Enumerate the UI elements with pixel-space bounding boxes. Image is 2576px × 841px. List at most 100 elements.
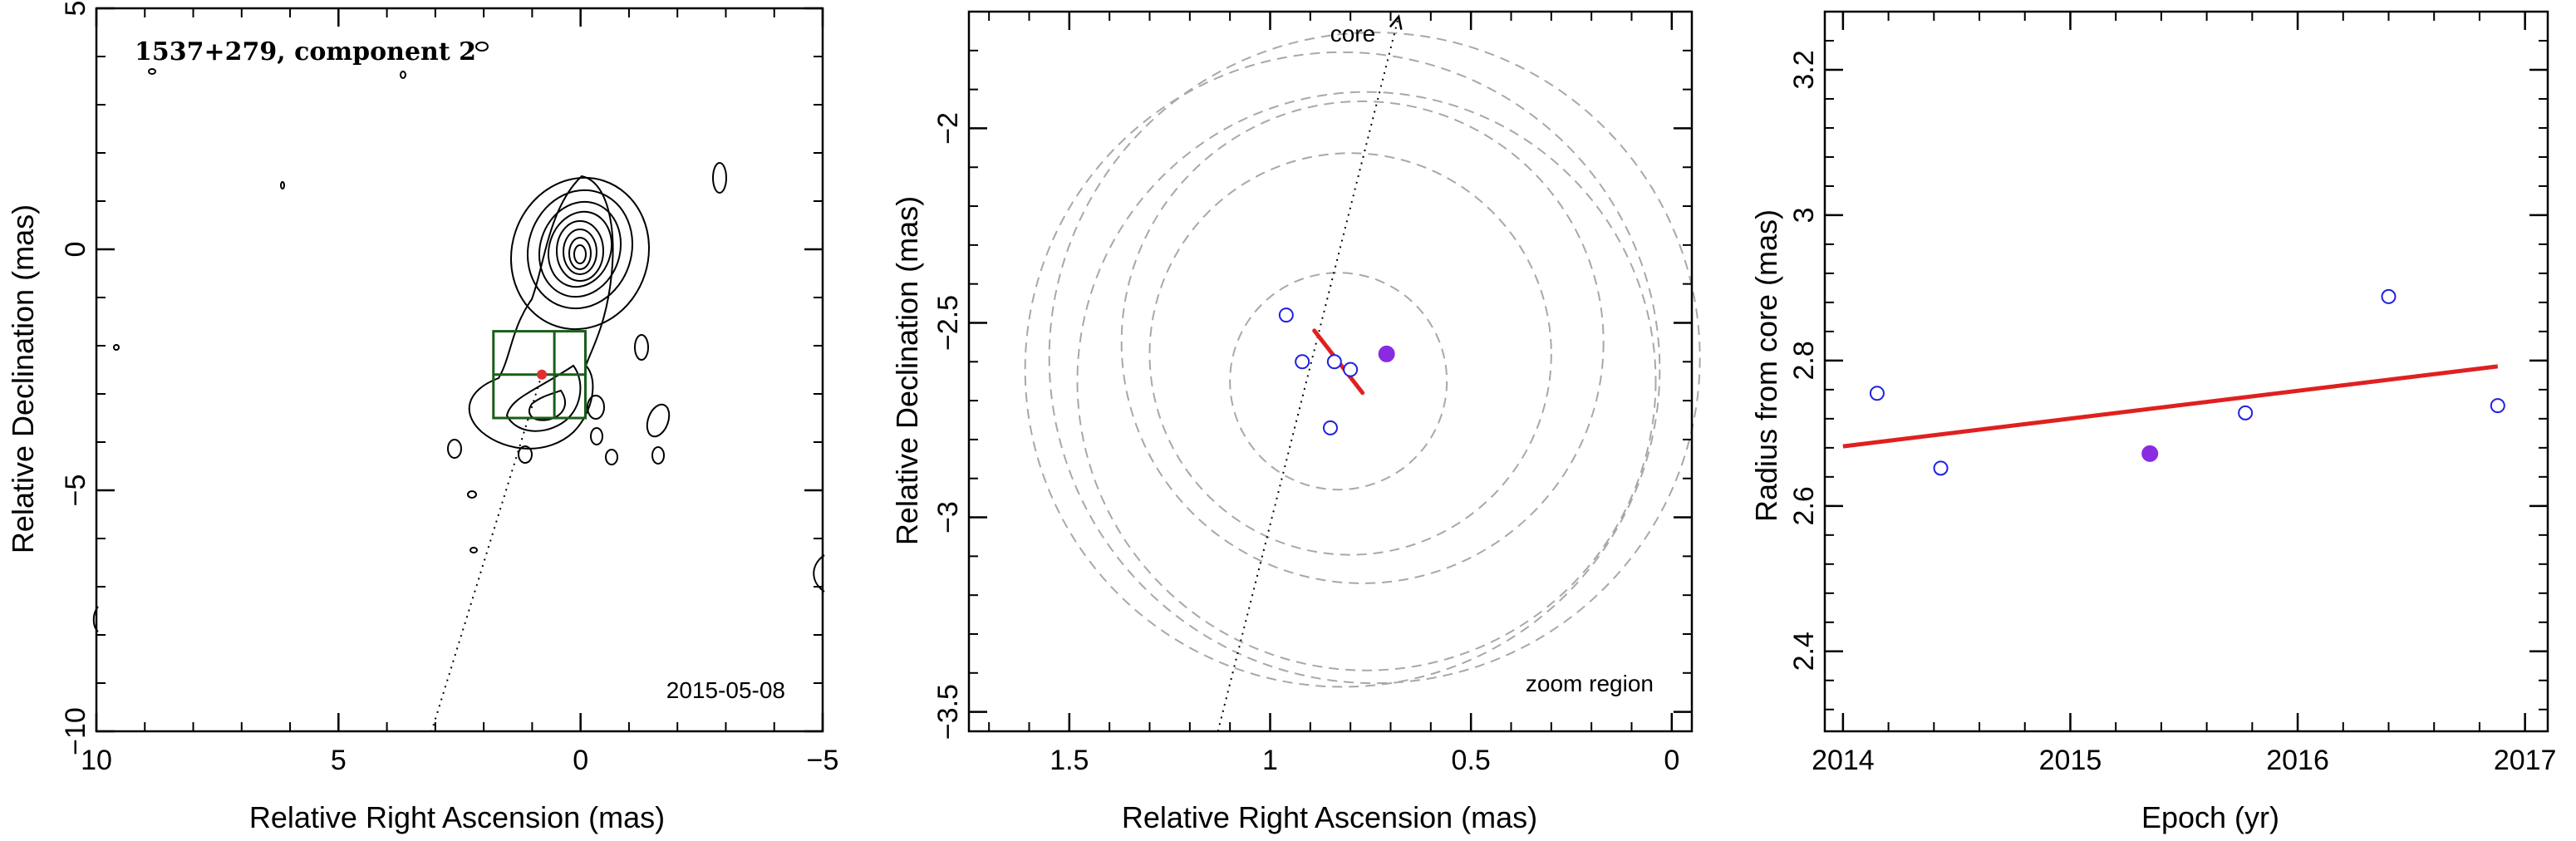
component-marker	[537, 369, 548, 380]
data-point-open	[1933, 460, 1949, 476]
x-tick-label: 2016	[2266, 745, 2329, 776]
x-tick-label: 2015	[2039, 745, 2102, 776]
contour-level	[467, 490, 477, 499]
contour-level	[590, 427, 603, 445]
data-point-open	[1343, 361, 1359, 377]
panel-zoom-region: core 1.5 1 0.5 0 −2 −2.5 −3 −3.5 zoom region Re…	[890, 10, 1701, 834]
y-tick-label: 5	[60, 1, 91, 17]
contour-level	[712, 162, 727, 194]
uncertainty-circle	[1076, 91, 1657, 671]
y-axis-label: Relative Declination (mas)	[6, 204, 40, 553]
uncertainty-circle	[1229, 272, 1448, 491]
data-points	[1869, 288, 2505, 476]
y-tick-label: −3.5	[932, 684, 964, 740]
x-tick-label: 0	[573, 745, 588, 776]
contour-level	[573, 244, 587, 264]
data-point-open	[2381, 288, 2397, 304]
plot-frame	[95, 7, 824, 733]
core-arrow-head	[1389, 14, 1403, 30]
contour-level	[813, 554, 825, 593]
uncertainty-circle	[1048, 32, 1701, 685]
contour-level	[400, 71, 406, 79]
contour-level	[148, 68, 156, 75]
plot-frame	[967, 10, 1694, 733]
x-axis-label: Relative Right Ascension (mas)	[249, 800, 665, 834]
data-point-open	[1295, 354, 1310, 370]
uncertainty-circle	[1148, 152, 1552, 556]
axis-ticks: 10 5 0 −5 5 0 −5 −10	[60, 1, 838, 776]
data-point-open	[2238, 405, 2254, 420]
y-tick-label: 2.4	[1788, 632, 1820, 671]
contour-level	[651, 446, 665, 465]
plot-frame	[1823, 10, 2549, 733]
contour-level	[518, 445, 533, 464]
jet-direction-line	[430, 374, 543, 732]
contour-level	[605, 449, 618, 465]
x-tick-label: 0.5	[1452, 745, 1491, 776]
contour-level	[634, 334, 649, 361]
contour-level	[548, 210, 612, 288]
uncertainty-circles	[1024, 32, 1701, 688]
core-label: core	[1330, 21, 1375, 47]
x-tick-label: 1.5	[1050, 745, 1089, 776]
contour-level	[568, 237, 592, 270]
data-point-open	[2490, 398, 2505, 414]
data-point-filled	[1378, 345, 1395, 362]
y-tick-label: −3	[932, 501, 964, 534]
contour-level	[113, 344, 120, 351]
data-points	[1278, 307, 1395, 435]
chart-title: 1537+279, component 2	[135, 37, 476, 66]
x-tick-label: 1	[1262, 745, 1278, 776]
y-tick-label: 2.6	[1788, 486, 1820, 525]
contour-level	[563, 229, 597, 275]
contour-level	[505, 364, 582, 432]
data-point-open	[1323, 420, 1338, 435]
zoom-region-label: zoom region	[1526, 671, 1654, 696]
contour-level	[447, 439, 462, 459]
contour-level	[468, 175, 614, 450]
y-tick-label: −2.5	[932, 295, 964, 351]
x-tick-label: 2014	[1812, 745, 1875, 776]
contour-level	[538, 200, 622, 298]
x-tick-label: −5	[807, 745, 839, 776]
y-axis-label: Radius from core (mas)	[1749, 209, 1783, 522]
x-tick-label: 5	[331, 745, 347, 776]
uncertainty-circle	[1120, 100, 1605, 584]
contour-level	[646, 403, 671, 438]
y-tick-label: −5	[60, 475, 91, 507]
x-axis-label: Epoch (yr)	[2141, 800, 2279, 834]
axis-ticks: 1.5 1 0.5 0 −2 −2.5 −3 −3.5	[932, 11, 1692, 776]
y-tick-label: 3	[1788, 207, 1820, 223]
x-axis-label: Relative Right Ascension (mas)	[1122, 800, 1537, 834]
contour-level	[528, 389, 566, 421]
x-tick-label: 2017	[2494, 745, 2557, 776]
core-direction-line	[1217, 16, 1400, 732]
contour-level	[469, 547, 478, 553]
y-tick-label: 3.2	[1788, 50, 1820, 89]
fit-line	[1842, 364, 2499, 449]
y-axis-label: Relative Declination (mas)	[890, 196, 924, 545]
data-point-filled	[2141, 445, 2159, 462]
contour-level	[526, 189, 634, 310]
panel-radius-vs-epoch: 2014 2015 2016 2017 2.4 2.6 2.8 3 3.2 Epoch (yr)…	[1749, 10, 2557, 834]
uncertainty-circle	[1024, 51, 1661, 688]
y-tick-label: −2	[932, 112, 964, 145]
contour-level	[509, 176, 651, 331]
contour-map	[92, 42, 825, 632]
data-point-open	[1326, 354, 1342, 370]
y-tick-label: −10	[60, 707, 91, 755]
panel-contour-map: 10 5 0 −5 5 0 −5 −10 1537+279, component 2 2015…	[6, 1, 838, 834]
x-tick-label: 10	[81, 745, 112, 776]
contour-level	[280, 181, 285, 189]
epoch-annotation: 2015-05-08	[666, 677, 785, 703]
data-point-open	[1278, 307, 1294, 323]
axis-ticks: 2014 2015 2016 2017 2.4 2.6 2.8 3 3.2	[1788, 11, 2557, 776]
contour-level	[556, 220, 604, 282]
y-tick-label: 2.8	[1788, 341, 1820, 380]
y-tick-label: 0	[60, 242, 91, 258]
contour-level	[475, 42, 489, 52]
x-tick-label: 0	[1664, 745, 1679, 776]
data-point-open	[1869, 386, 1885, 401]
contour-level	[587, 395, 605, 420]
